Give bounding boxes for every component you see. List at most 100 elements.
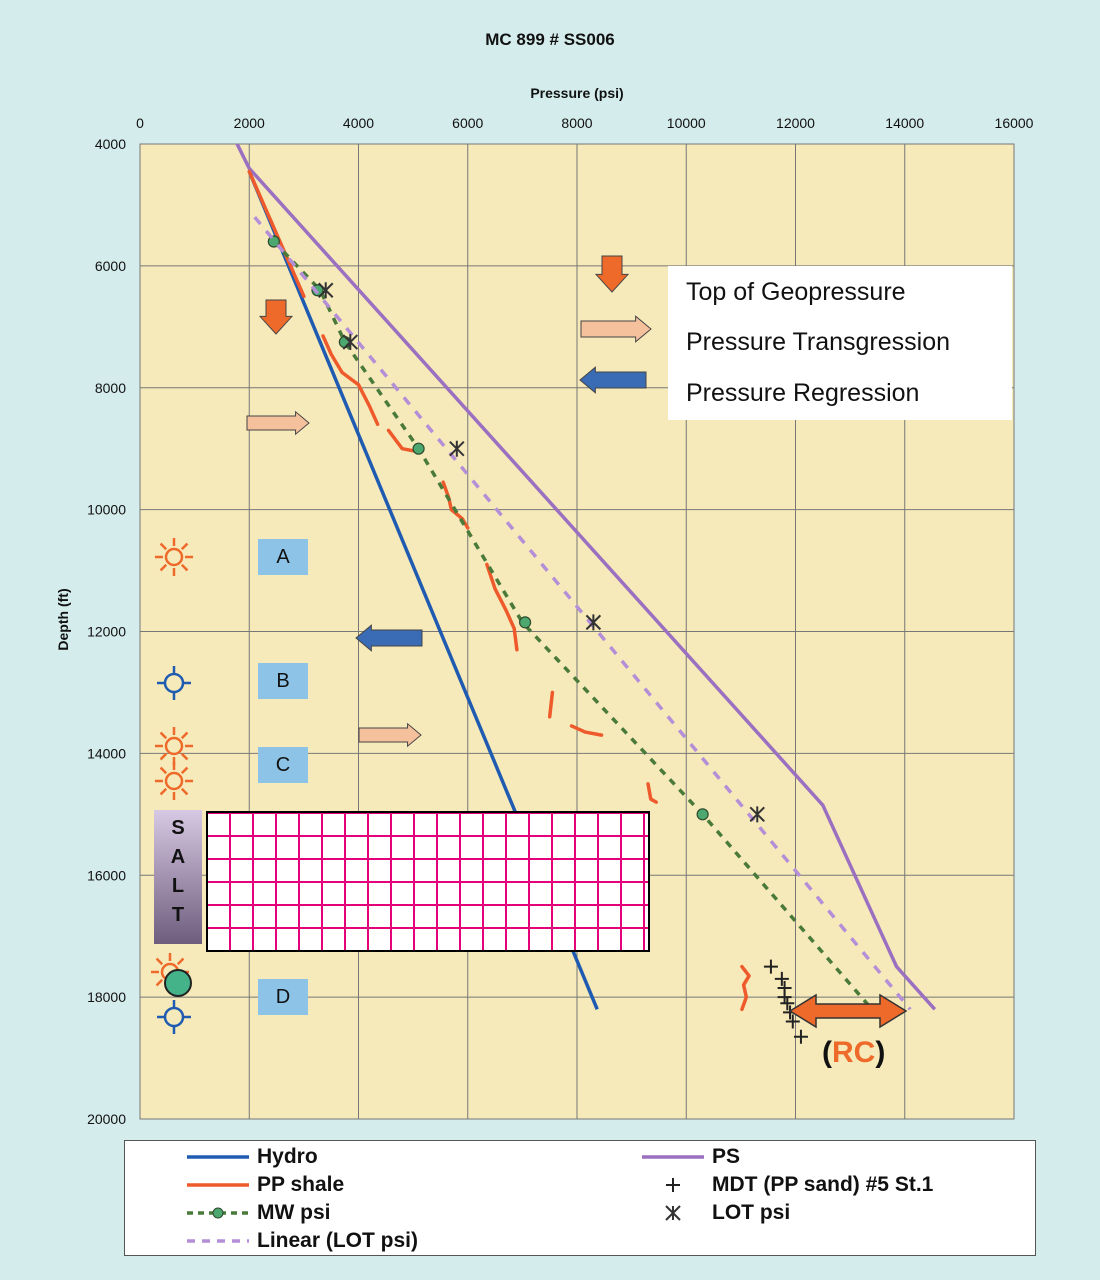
y-tick-label: 6000 (95, 258, 126, 274)
legend-item-lot-psi: LOT psi (642, 1201, 790, 1225)
legend-label: MW psi (257, 1201, 331, 1224)
y-tick-label: 8000 (95, 380, 126, 396)
x-tick-label: 4000 (343, 115, 374, 131)
y-tick-label: 12000 (87, 624, 126, 640)
data-point-mw (696, 808, 709, 821)
asterisk-marker-icon (665, 1205, 681, 1221)
plot-series-group (235, 144, 937, 1044)
chart-plot: 0 2000 4000 6000 8000 10000 12000 14000 16000 400… (55, 85, 1034, 1127)
gas-show-icon (164, 736, 184, 756)
y-tick-label: 10000 (87, 502, 126, 518)
legend-label: PS (712, 1145, 741, 1168)
rc-open-paren: ( (822, 1036, 832, 1069)
key-pressure-regression: Pressure Regression (686, 379, 920, 407)
gas-show-icon-ray (155, 978, 164, 987)
dry-hole-icon-cross (157, 1000, 191, 1034)
data-point-mdt (780, 996, 795, 1011)
transgression-arrow-icon (358, 722, 422, 748)
rc-double-arrow-icon (788, 993, 908, 1029)
legend-item-mw-psi: MW psi (187, 1201, 331, 1225)
x-tick-label: 0 (136, 115, 144, 131)
regression-arrow-icon (355, 624, 423, 652)
transgression-arrow-icon (246, 410, 310, 436)
chart-title: MC 899 # SS006 (485, 30, 615, 49)
rc-label: (RC) (822, 1036, 885, 1070)
gas-show-icon (164, 547, 184, 567)
series-segment-pp-shale (247, 169, 306, 299)
salt-letter: A (170, 846, 186, 868)
gas-show-icon-ray (180, 787, 189, 796)
legend-item-linear-lot: Linear (LOT psi) (187, 1229, 418, 1253)
y-tick-label: 14000 (87, 745, 126, 761)
series-segment-pp-shale (547, 690, 555, 719)
data-point-lot (449, 440, 465, 457)
data-point-lot (585, 614, 602, 631)
zone-d-label: D (258, 979, 308, 1015)
arrow-key-box: Top of Geopressure Pressure Transgressio… (668, 266, 1012, 420)
gas-show-icon-ray (180, 563, 189, 572)
regression-arrow-key-icon (579, 366, 647, 394)
salt-column: S A L T (154, 810, 202, 944)
data-point-mdt (763, 959, 778, 974)
gas-show-icon-ray (159, 731, 168, 740)
legend-line-linear-icon (187, 1239, 249, 1243)
legend-item-pp-shale: PP shale (187, 1173, 344, 1197)
series-segment-pp-shale (646, 782, 658, 804)
x-tick-label: 14000 (885, 115, 924, 131)
dry-hole-icon-cross (157, 666, 191, 700)
legend-item-ps: PS (642, 1145, 740, 1169)
salt-letter: L (171, 875, 185, 897)
y-tick-label: 20000 (87, 1111, 126, 1127)
plus-marker-icon (666, 1178, 680, 1192)
y-tick-label: 16000 (87, 867, 126, 883)
y-tick-label: 4000 (95, 136, 126, 152)
transgression-arrow-key-icon (580, 315, 652, 343)
data-point-mw (267, 235, 280, 248)
data-point-mw (412, 442, 425, 455)
gas-show-icon-ray (155, 957, 164, 966)
x-axis-label: Pressure (psi) (530, 85, 623, 101)
series-line-ps (235, 144, 937, 1011)
legend-item-hydro: Hydro (187, 1145, 318, 1169)
zone-b-label: B (258, 663, 308, 699)
x-tick-label: 2000 (234, 115, 265, 131)
series-segment-pp-shale (321, 334, 380, 427)
data-point-mw (519, 616, 532, 629)
legend-line-hydro-icon (187, 1155, 249, 1159)
zone-a-label: A (258, 539, 308, 575)
salt-letter: T (171, 904, 185, 926)
x-tick-label: 8000 (561, 115, 592, 131)
series-segment-pp-shale (485, 562, 519, 652)
data-point-mdt (785, 1014, 800, 1029)
gas-show-icon-ray (159, 766, 168, 775)
legend-line-ps-icon (642, 1155, 704, 1159)
x-tick-label: 10000 (667, 115, 706, 131)
gas-show-icon-ray (176, 957, 185, 966)
data-point-lot (318, 282, 334, 299)
key-pressure-transgression: Pressure Transgression (686, 328, 951, 356)
data-point-mdt (793, 1029, 808, 1044)
legend-label: Hydro (257, 1145, 318, 1168)
x-tick-label: 12000 (776, 115, 815, 131)
rc-text: RC (832, 1036, 876, 1069)
gas-show-icon-ray (159, 542, 168, 551)
gas-show-icon-ray (180, 752, 189, 761)
geopressure-arrow-key-icon (594, 255, 630, 293)
series-segment-pp-shale (740, 964, 751, 1012)
rc-close-paren: ) (875, 1036, 886, 1069)
gas-show-icon-ray (159, 787, 168, 796)
salt-body-grid (206, 811, 650, 952)
legend-line-mw-icon (187, 1207, 249, 1219)
gas-show-icon (164, 771, 184, 791)
data-point-mdt (777, 990, 792, 1005)
y-axis-label: Depth (ft) (55, 588, 71, 650)
series-segment-pp-shale (569, 724, 604, 737)
legend-item-mdt: MDT (PP sand) #5 St.1 (642, 1173, 933, 1197)
gas-show-icon-ray (159, 563, 168, 572)
legend-label: Linear (LOT psi) (257, 1229, 419, 1252)
zone-c-label: C (258, 747, 308, 783)
gas-show-icon-ray (180, 766, 189, 775)
data-point-mw (338, 335, 351, 349)
key-top-of-geopressure: Top of Geopressure (686, 278, 906, 306)
gas-show-icon-ray (159, 752, 168, 761)
